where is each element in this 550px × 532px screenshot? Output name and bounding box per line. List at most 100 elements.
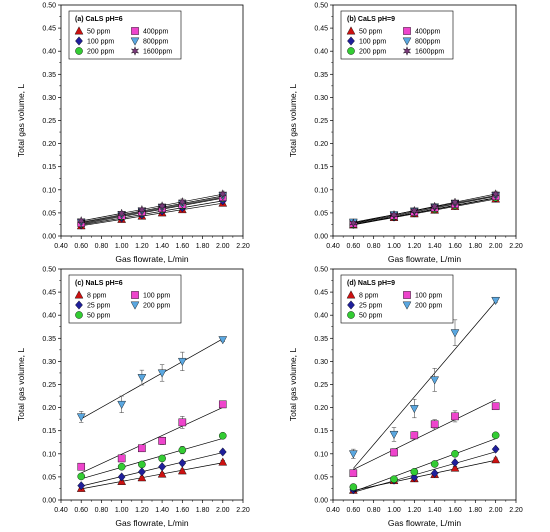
data-point	[451, 458, 459, 468]
fit-line	[353, 451, 496, 493]
legend-marker	[402, 46, 412, 56]
x-tick-label: 0.80	[95, 243, 109, 250]
fit-line	[81, 202, 223, 227]
series-5	[77, 431, 227, 481]
x-tick-label: 2.20	[236, 507, 250, 514]
data-point	[77, 215, 86, 226]
x-tick-label: 0.80	[95, 507, 109, 514]
legend-marker	[130, 301, 140, 310]
x-tick-label: 1.80	[196, 507, 210, 514]
legend: (d) NaLS pH=9 8 ppm 25 ppm 50 ppm 100 ppm 200…	[340, 274, 454, 324]
x-tick-label: 1.60	[176, 507, 190, 514]
legend-marker	[75, 36, 83, 46]
y-tick-label: 0.35	[314, 336, 328, 343]
data-point	[117, 454, 126, 463]
x-tick-label: 1.80	[469, 243, 483, 250]
data-point	[409, 405, 419, 414]
data-point	[410, 468, 419, 476]
y-axis-label: Total gas volume, L	[16, 84, 26, 158]
data-point	[430, 376, 440, 385]
legend-label: 100 ppm	[359, 39, 386, 46]
data-point	[430, 420, 439, 429]
x-tick-label: 0.40	[326, 507, 340, 514]
fit-line	[353, 198, 496, 226]
y-tick-label: 0.00	[42, 498, 56, 505]
y-tick-label: 0.05	[314, 474, 328, 481]
y-tick-label: 0.50	[314, 267, 328, 274]
legend-box	[340, 274, 454, 324]
data-point	[491, 189, 500, 199]
data-point	[218, 431, 227, 440]
legend-box	[68, 10, 182, 60]
fit-line	[81, 197, 223, 225]
x-tick-label: 2.00	[489, 243, 503, 250]
data-point	[178, 196, 187, 207]
legend-marker	[131, 27, 139, 35]
y-tick-label: 0.00	[42, 234, 56, 241]
y-tick-label: 0.45	[42, 290, 56, 297]
data-point	[218, 457, 228, 466]
y-tick-label: 0.40	[42, 49, 56, 56]
legend-label: 400ppm	[415, 29, 440, 36]
y-tick-label: 0.10	[314, 187, 328, 194]
legend-label: 800ppm	[143, 39, 168, 46]
data-point	[389, 430, 399, 440]
series-2	[77, 400, 227, 474]
data-point	[117, 400, 127, 409]
data-point	[410, 205, 419, 216]
x-axis-label: Gas flowrate, L/min	[115, 254, 188, 264]
data-point	[430, 460, 439, 468]
data-point	[138, 467, 146, 477]
legend-marker	[130, 46, 140, 56]
x-tick-label: 0.40	[54, 243, 68, 250]
fit-line	[81, 193, 223, 222]
y-tick-label: 0.00	[314, 234, 328, 241]
y-tick-label: 0.20	[314, 141, 328, 148]
data-point	[178, 446, 187, 454]
series-6	[77, 189, 227, 226]
y-tick-label: 0.20	[42, 141, 56, 148]
legend-label: 100 ppm	[415, 293, 442, 300]
data-point	[177, 358, 187, 367]
y-tick-label: 0.05	[314, 210, 328, 217]
data-point	[450, 197, 460, 208]
y-tick-label: 0.45	[314, 290, 328, 297]
fit-line	[81, 196, 223, 224]
y-tick-label: 0.45	[42, 26, 56, 33]
data-point	[491, 402, 500, 411]
data-point	[177, 466, 187, 475]
legend-marker	[347, 36, 355, 46]
data-point	[451, 412, 459, 421]
x-tick-label: 1.40	[428, 507, 442, 514]
legend-label: 200 ppm	[87, 49, 114, 56]
x-tick-label: 1.00	[115, 507, 129, 514]
legend-marker	[403, 27, 411, 35]
legend-marker	[346, 26, 356, 35]
legend-label: 200 ppm	[143, 303, 170, 310]
y-tick-label: 0.50	[42, 3, 56, 10]
series-5	[349, 431, 500, 492]
x-tick-label: 2.20	[236, 243, 250, 250]
y-tick-label: 0.50	[314, 3, 328, 10]
chart-panel-4: 0.40 0.60 0.80 1.00 1.20 1.40 1.60 1.80 2.00 2.20…	[288, 267, 523, 529]
legend-title: (b) CaLS pH=9	[347, 16, 395, 23]
data-point	[138, 460, 146, 469]
fit-line	[353, 438, 496, 492]
x-tick-label: 0.80	[367, 243, 381, 250]
x-tick-label: 1.40	[428, 243, 442, 250]
fit-line	[353, 195, 496, 223]
data-point	[349, 218, 358, 228]
y-tick-label: 0.05	[42, 210, 56, 217]
data-point	[117, 462, 126, 471]
y-tick-label: 0.45	[314, 26, 328, 33]
legend-label: 50 ppm	[87, 29, 111, 36]
y-tick-label: 0.50	[42, 267, 56, 274]
fit-line	[81, 462, 223, 490]
y-tick-label: 0.15	[42, 428, 56, 435]
y-tick-label: 0.35	[314, 72, 328, 79]
data-point	[157, 469, 167, 478]
legend: (c) NaLS pH=6 8 ppm 25 ppm 50 ppm 100 ppm 200…	[68, 274, 182, 324]
y-tick-label: 0.30	[314, 95, 328, 102]
x-tick-label: 1.40	[155, 507, 169, 514]
